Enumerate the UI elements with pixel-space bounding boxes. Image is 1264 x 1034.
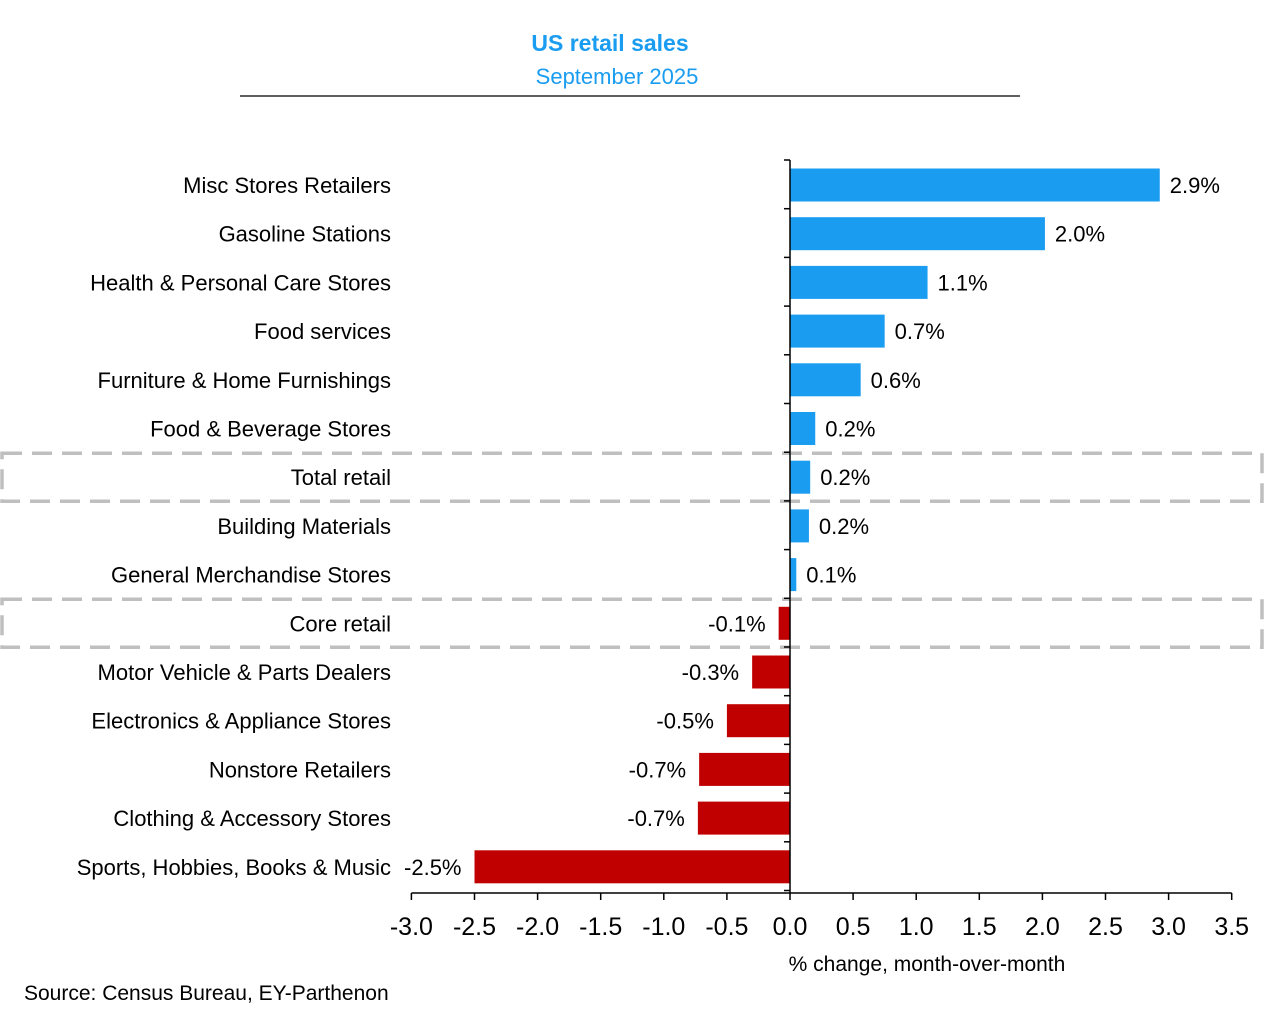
bar-building-materials: [790, 509, 809, 543]
data-label: 0.2%: [825, 417, 875, 442]
data-label: 0.2%: [820, 465, 870, 490]
bar-health-personal-care-stores: [790, 265, 928, 299]
bar-gasoline-stations: [790, 217, 1045, 251]
x-tick-label: -3.0: [390, 913, 433, 941]
source-note: Source: Census Bureau, EY-Parthenon: [24, 982, 389, 1005]
data-label: -2.5%: [404, 855, 461, 880]
data-label: -0.7%: [627, 806, 684, 831]
bar-core-retail: [778, 606, 790, 640]
bar-total-retail: [790, 460, 811, 494]
x-tick-label: 1.5: [962, 913, 997, 941]
bar-food-services: [790, 314, 885, 348]
data-label: -0.1%: [708, 611, 765, 636]
category-label: Clothing & Accessory Stores: [113, 806, 391, 831]
category-label: Misc Stores Retailers: [183, 173, 391, 198]
highlight-box-total-retail: [0, 451, 1264, 503]
data-label: -0.5%: [656, 709, 713, 734]
category-label: Sports, Hobbies, Books & Music: [77, 855, 391, 880]
data-label: -0.3%: [682, 660, 739, 685]
category-label: Health & Personal Care Stores: [90, 270, 391, 295]
category-label: Total retail: [291, 465, 391, 490]
bar-general-merchandise-stores: [790, 558, 797, 592]
bar-food-beverage-stores: [790, 412, 816, 445]
bar-furniture-home-furnishings: [790, 363, 861, 397]
data-label: 2.9%: [1170, 173, 1220, 198]
category-label: Electronics & Appliance Stores: [91, 709, 391, 734]
data-label: 1.1%: [938, 270, 988, 295]
highlight-box-core-retail: [0, 597, 1264, 650]
bar-misc-stores-retailers: [790, 168, 1160, 202]
x-tick-label: 2.5: [1088, 913, 1123, 941]
x-tick-label: 2.0: [1025, 913, 1060, 941]
category-label: Food services: [254, 319, 391, 344]
data-label: -0.7%: [629, 757, 686, 782]
x-tick-label: -2.0: [516, 913, 559, 941]
category-label: Motor Vehicle & Parts Dealers: [98, 660, 391, 685]
category-label: Furniture & Home Furnishings: [98, 368, 391, 393]
x-tick-label: -1.0: [642, 913, 685, 941]
x-tick-label: -1.5: [579, 913, 622, 941]
category-label: Building Materials: [217, 514, 391, 539]
category-label: Nonstore Retailers: [209, 757, 391, 782]
x-tick-label: -2.5: [453, 913, 496, 941]
category-label: General Merchandise Stores: [111, 563, 391, 588]
category-label: Food & Beverage Stores: [150, 417, 391, 442]
x-tick-label: -0.5: [705, 913, 748, 941]
x-tick-label: 3.0: [1151, 913, 1186, 941]
bar-sports-hobbies-books-music: [474, 850, 790, 884]
x-tick-label: 3.5: [1214, 913, 1249, 941]
x-tick-label: 1.0: [899, 913, 934, 941]
data-label: 0.6%: [871, 368, 921, 393]
bar-electronics-appliance-stores: [726, 704, 790, 738]
x-tick-label: 0.0: [773, 913, 808, 941]
category-label: Gasoline Stations: [219, 222, 391, 247]
bar-motor-vehicle-parts-dealers: [752, 655, 790, 689]
data-label: 0.7%: [895, 319, 945, 344]
x-axis-label: % change, month-over-month: [789, 953, 1066, 976]
chart-title: US retail sales: [531, 30, 688, 56]
data-label: 0.1%: [806, 563, 856, 588]
category-label: Core retail: [290, 611, 391, 636]
data-label: 0.2%: [819, 514, 869, 539]
data-label: 2.0%: [1055, 222, 1105, 247]
bar-clothing-accessory-stores: [697, 801, 790, 835]
x-tick-label: 0.5: [836, 913, 871, 941]
chart-subtitle: September 2025: [536, 64, 699, 89]
bar-nonstore-retailers: [699, 752, 790, 786]
